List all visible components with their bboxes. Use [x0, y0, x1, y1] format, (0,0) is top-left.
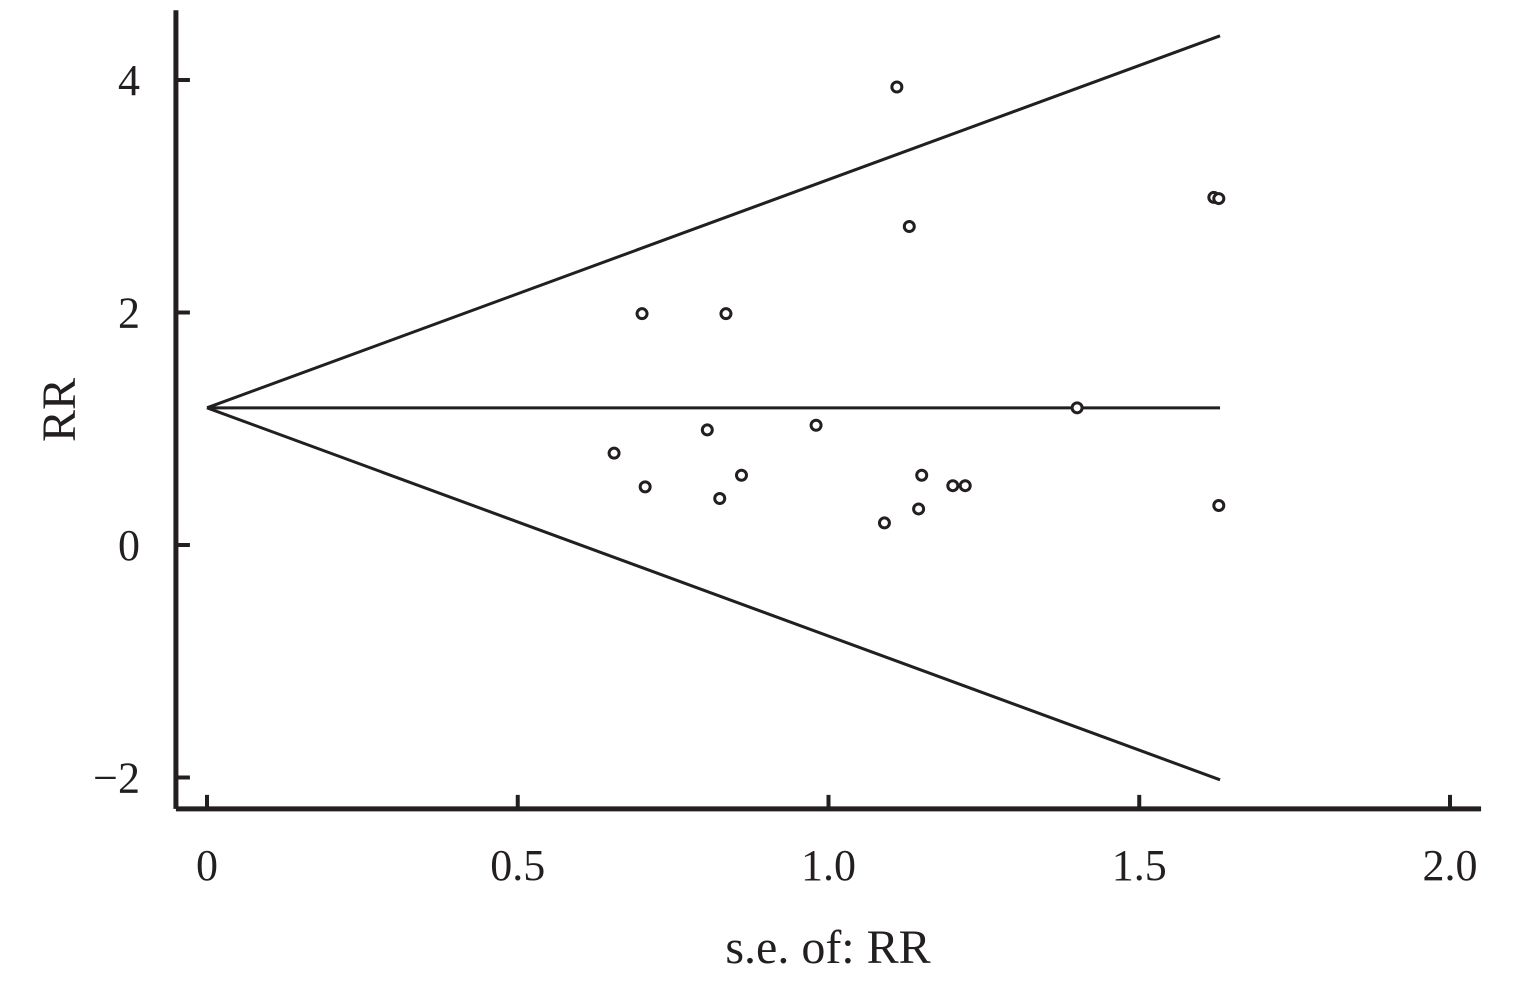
x-tick-label: 2.0 — [1423, 841, 1478, 890]
data-point — [877, 516, 891, 530]
funnel-upper-limit-line — [206, 34, 1221, 410]
data-point — [890, 80, 904, 94]
data-point — [902, 219, 916, 233]
y-axis-title: RR — [33, 378, 86, 442]
data-point — [946, 479, 960, 493]
x-tick-label: 1.5 — [1112, 841, 1167, 890]
data-point — [958, 479, 972, 493]
plot-area: 0 0.5 1.0 1.5 2.0 4 2 0 −2 — [93, 10, 1482, 890]
x-tick-label: 0.5 — [490, 841, 545, 890]
y-tick-label: −2 — [93, 754, 140, 803]
data-point — [734, 468, 748, 482]
data-point — [638, 480, 652, 494]
y-tick-label: 4 — [118, 56, 140, 105]
data-point — [1070, 401, 1084, 415]
data-point — [809, 418, 823, 432]
data-point — [635, 307, 649, 321]
data-point — [607, 446, 621, 460]
funnel-lower-limit-line — [206, 406, 1221, 782]
data-point — [1212, 498, 1226, 512]
x-tick-label: 0 — [196, 841, 218, 890]
data-point — [1212, 192, 1226, 206]
x-axis-title: s.e. of: RR — [725, 921, 930, 974]
data-point — [719, 307, 733, 321]
x-tick-label: 1.0 — [801, 841, 856, 890]
y-tick-label: 0 — [118, 521, 140, 570]
data-point — [713, 492, 727, 505]
data-point — [915, 468, 929, 482]
data-point — [912, 502, 926, 516]
data-point — [700, 423, 714, 437]
y-tick-label: 2 — [118, 289, 140, 338]
